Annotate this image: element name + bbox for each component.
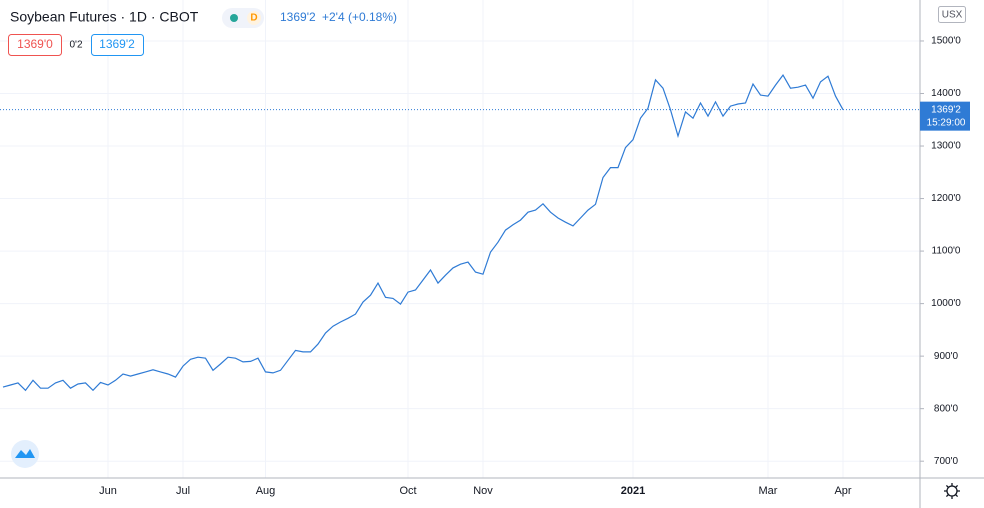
x-tick-label: Apr: [834, 485, 851, 497]
price-tag: [920, 101, 970, 131]
settings-icon[interactable]: [944, 483, 960, 499]
legend-change: +2'4 (+0.18%): [322, 10, 397, 24]
y-tick-label: 900'0: [934, 351, 959, 362]
y-tick-label: 1500'0: [931, 36, 961, 47]
x-tick-label: Nov: [473, 485, 493, 497]
price-tag-label: 1369'2: [931, 104, 961, 115]
x-tick-label: 2021: [621, 485, 645, 497]
y-tick-label: 800'0: [934, 403, 959, 414]
y-tick-label: 1300'0: [931, 141, 961, 152]
x-tick-label: Mar: [759, 485, 778, 497]
logo-icon: [15, 449, 35, 458]
y-tick-label: 1200'0: [931, 193, 961, 204]
legend-last: 1369'2: [280, 10, 316, 24]
delay-badge-text: D: [250, 13, 257, 24]
y-tick-label: 700'0: [934, 456, 959, 467]
y-tick-label: 1100'0: [932, 246, 961, 257]
price-line: [2, 74, 844, 392]
chart-title: Soybean Futures · 1D · CBOT: [10, 9, 199, 25]
sell-button[interactable]: [8, 34, 62, 56]
x-tick-label: Aug: [256, 485, 276, 497]
x-tick-label: Jun: [99, 485, 117, 497]
currency-box[interactable]: [938, 6, 966, 23]
buy-price: 1369'2: [99, 37, 135, 51]
buy-button[interactable]: [91, 34, 144, 56]
sell-price: 1369'0: [17, 37, 53, 51]
y-tick-label: 1400'0: [931, 88, 961, 99]
x-tick-label: Oct: [399, 485, 416, 497]
spread: 0'2: [69, 40, 82, 51]
market-open-dot: [230, 14, 238, 22]
x-tick-label: Jul: [176, 485, 190, 497]
y-tick-label: 1000'0: [931, 298, 961, 309]
delay-badge: [247, 11, 261, 25]
currency: USX: [942, 10, 963, 21]
countdown-label: 15:29:00: [927, 117, 966, 128]
